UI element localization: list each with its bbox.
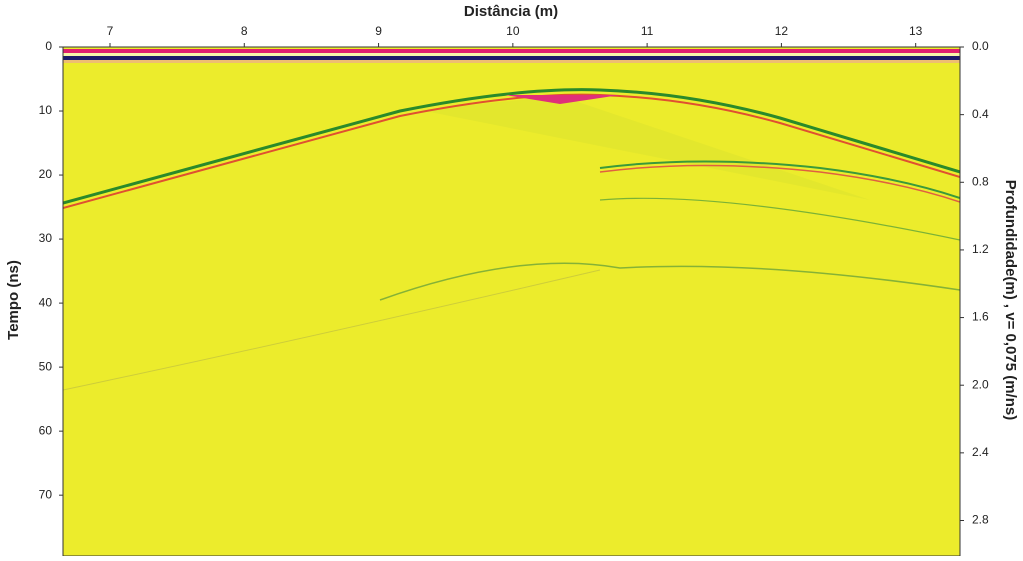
y2-tick-label: 1.2 [972, 242, 989, 256]
radargram-image [63, 47, 960, 556]
y-tick-label: 20 [39, 167, 53, 181]
x-tick-label: 9 [375, 24, 382, 38]
x-tick-label: 7 [107, 24, 114, 38]
y2-tick-label: 0.0 [972, 39, 989, 53]
y-tick-label: 60 [39, 423, 53, 437]
x-tick-label: 10 [506, 24, 520, 38]
y2-tick-label: 0.4 [972, 107, 989, 121]
x-tick-label: 12 [775, 24, 789, 38]
x-axis-label: Distância (m) [464, 3, 558, 20]
y-axis-label: Tempo (ns) [5, 260, 22, 340]
y2-tick-label: 1.6 [972, 310, 989, 324]
y2-axis-label: Profundidade(m) , v= 0,075 (m/ns) [1002, 180, 1019, 420]
y-tick-label: 50 [39, 359, 53, 373]
y-tick-label: 0 [45, 39, 52, 53]
y2-tick-label: 0.8 [972, 174, 989, 188]
x-tick-label: 13 [909, 24, 923, 38]
x-tick-label: 11 [641, 24, 654, 38]
y-tick-label: 40 [39, 295, 53, 309]
y2-tick-label: 2.8 [972, 513, 989, 527]
y-tick-label: 30 [39, 231, 53, 245]
y2-tick-label: 2.0 [972, 377, 989, 391]
x-tick-label: 8 [241, 24, 248, 38]
y2-tick-label: 2.4 [972, 445, 989, 459]
y-tick-label: 10 [39, 103, 53, 117]
y-tick-label: 70 [39, 487, 53, 501]
